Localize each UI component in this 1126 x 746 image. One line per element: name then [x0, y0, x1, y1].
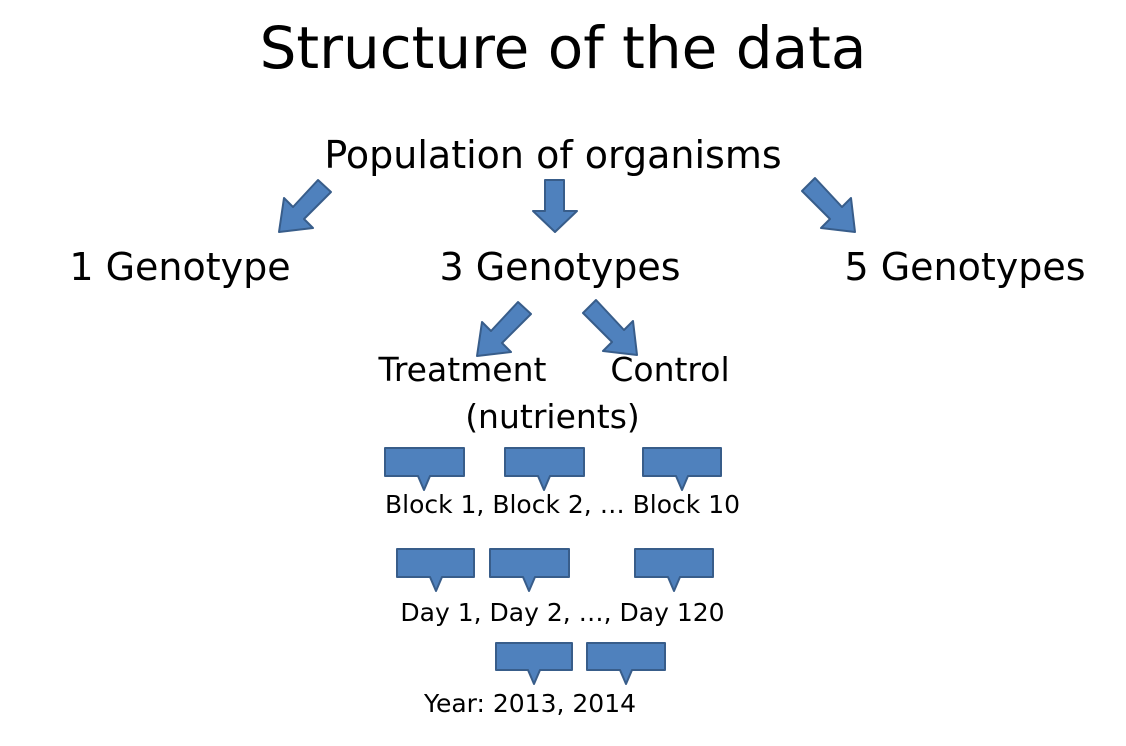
- treatment-note: (nutrients): [465, 397, 640, 436]
- arrow-to-3-genotypes: [532, 179, 578, 233]
- callout-block-10: [642, 447, 722, 491]
- genotype-1-node: 1 Genotype: [69, 245, 291, 289]
- callout-block-1: [384, 447, 465, 491]
- callouts-years: [495, 642, 666, 685]
- callout-day-120: [634, 548, 714, 592]
- genotype-3-node: 3 Genotypes: [439, 245, 681, 289]
- blocks-label: Block 1, Block 2, … Block 10: [384, 490, 741, 519]
- genotype-5-node: 5 Genotypes: [844, 245, 1086, 289]
- arrow-to-treatment: [476, 301, 532, 357]
- callout-year-2014: [586, 642, 666, 685]
- arrows-level-1: [278, 177, 856, 233]
- callout-block-2: [504, 447, 585, 491]
- callout-day-2: [489, 548, 570, 592]
- arrow-to-1-genotype: [278, 179, 332, 233]
- root-node-population: Population of organisms: [324, 133, 782, 177]
- callouts-days: [396, 548, 714, 592]
- arrow-to-5-genotypes: [801, 177, 856, 233]
- callout-day-1: [396, 548, 475, 592]
- arrow-to-control: [582, 299, 638, 356]
- years-label: Year: 2013, 2014: [424, 689, 636, 718]
- treatment-node: Treatment: [378, 350, 547, 389]
- days-label: Day 1, Day 2, …, Day 120: [400, 598, 725, 627]
- control-node: Control: [610, 350, 730, 389]
- callouts-blocks: [384, 447, 722, 491]
- arrows-level-2: [476, 299, 638, 357]
- callout-year-2013: [495, 642, 573, 685]
- slide-title: Structure of the data: [259, 14, 867, 82]
